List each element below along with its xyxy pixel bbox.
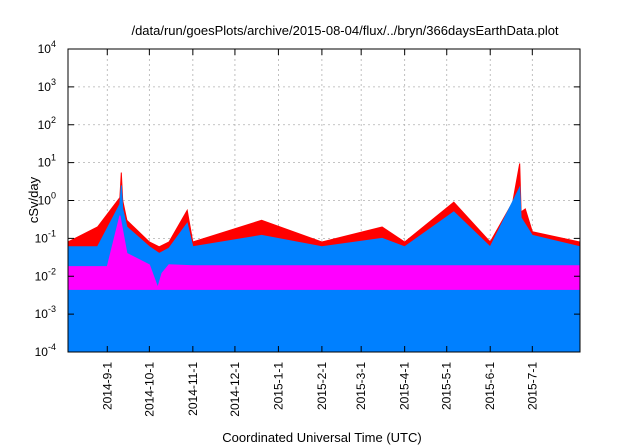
grid-lines <box>68 49 580 352</box>
chart-title: /data/run/goesPlots/archive/2015-08-04/f… <box>131 23 558 38</box>
y-tick-label: 100 <box>38 191 56 208</box>
x-tick-label: 2014-9-1 <box>100 362 114 410</box>
x-axis: 2014-9-1 2014-10-1 2014-11-1 2014-12-1 2015-… <box>100 49 539 417</box>
x-tick-label: 2015-5-1 <box>440 362 454 410</box>
y-axis-label: cSv/day <box>26 176 41 223</box>
x-tick-label: 2015-2-1 <box>315 362 329 410</box>
x-tick-label: 2015-4-1 <box>398 362 412 410</box>
y-tick-label: 101 <box>38 153 56 170</box>
y-tick-label: 10-4 <box>35 342 56 359</box>
y-tick-label: 10-3 <box>35 304 56 321</box>
y-tick-label: 10-2 <box>35 266 56 283</box>
x-tick-label: 2015-1-1 <box>271 362 285 410</box>
y-tick-label: 102 <box>38 115 56 132</box>
x-axis-label: Coordinated Universal Time (UTC) <box>222 430 421 445</box>
y-tick-label: 104 <box>38 39 56 56</box>
y-axis: 10-4 10-3 10-2 10-1 100 101 102 103 104 <box>35 39 580 359</box>
series-group <box>67 163 581 353</box>
x-tick-label: 2015-7-1 <box>525 362 539 410</box>
y-tick-label: 10-1 <box>35 228 56 245</box>
x-tick-label: 2014-11-1 <box>186 362 200 416</box>
x-tick-label: 2015-3-1 <box>354 362 368 410</box>
y-tick-label: 103 <box>38 77 56 94</box>
x-tick-label: 2014-10-1 <box>142 362 156 417</box>
x-tick-label: 2014-12-1 <box>228 362 242 417</box>
x-tick-label: 2015-6-1 <box>483 362 497 410</box>
